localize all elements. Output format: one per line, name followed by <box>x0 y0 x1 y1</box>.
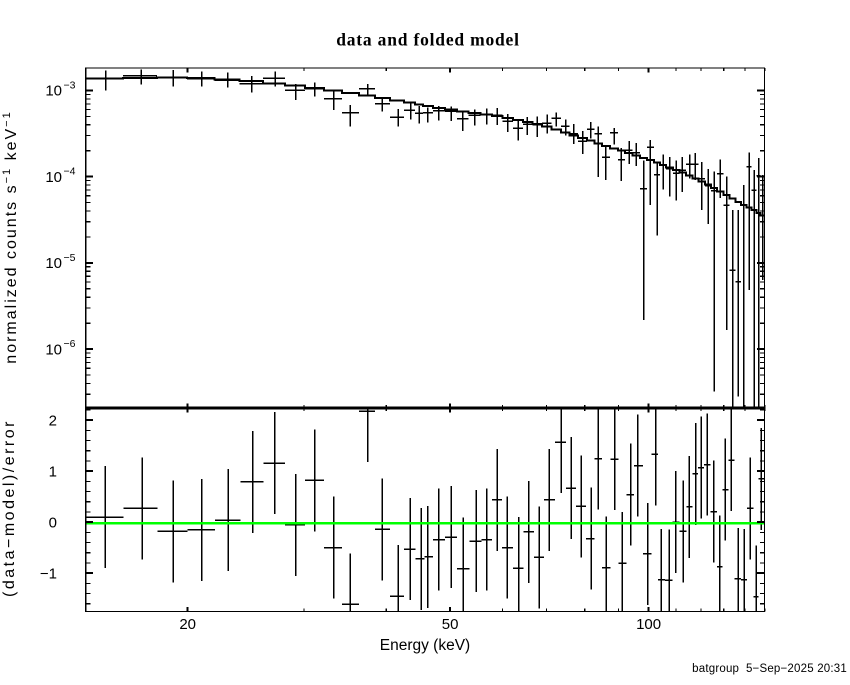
svg-text:1: 1 <box>49 463 57 480</box>
svg-text:2: 2 <box>49 412 57 429</box>
svg-text:−6: −6 <box>64 338 76 350</box>
svg-text:10: 10 <box>45 341 62 358</box>
svg-text:100: 100 <box>636 616 661 633</box>
svg-text:Energy (keV): Energy (keV) <box>380 637 470 654</box>
svg-text:20: 20 <box>179 616 196 633</box>
svg-text:10: 10 <box>45 169 62 186</box>
svg-text:−1: −1 <box>40 565 57 582</box>
svg-text:batgroup 5−Sep−2025 20:31: batgroup 5−Sep−2025 20:31 <box>692 663 847 675</box>
svg-text:data and folded model: data and folded model <box>336 30 520 50</box>
svg-text:normalized counts s−1 keV−1: normalized counts s−1 keV−1 <box>1 110 20 363</box>
svg-text:−4: −4 <box>64 166 76 178</box>
svg-text:10: 10 <box>45 83 62 100</box>
svg-text:(data−model)/error: (data−model)/error <box>1 419 18 597</box>
svg-text:0: 0 <box>49 514 57 531</box>
svg-text:10: 10 <box>45 255 62 272</box>
svg-text:50: 50 <box>442 616 459 633</box>
svg-text:−3: −3 <box>64 80 76 92</box>
svg-text:−5: −5 <box>64 252 76 264</box>
